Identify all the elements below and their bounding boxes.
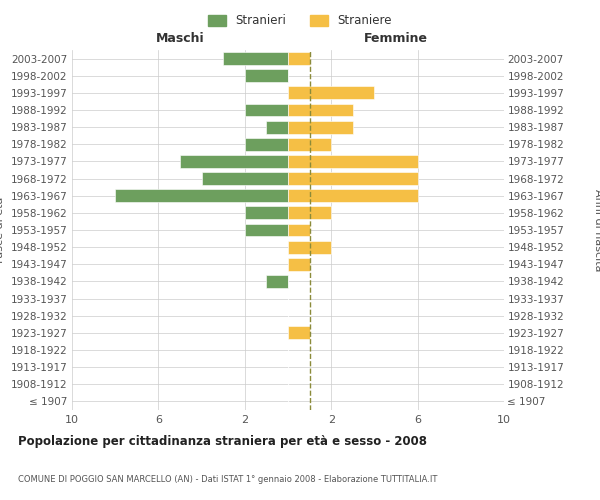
Bar bbox=[288, 138, 331, 150]
Text: Maschi: Maschi bbox=[155, 32, 205, 45]
Bar bbox=[223, 52, 288, 65]
Bar bbox=[288, 104, 353, 117]
Bar bbox=[202, 172, 288, 185]
Bar bbox=[245, 206, 288, 220]
Bar bbox=[266, 120, 288, 134]
Bar bbox=[288, 120, 353, 134]
Bar bbox=[245, 70, 288, 82]
Bar bbox=[288, 258, 310, 270]
Legend: Stranieri, Straniere: Stranieri, Straniere bbox=[205, 11, 395, 31]
Bar bbox=[288, 86, 374, 100]
Y-axis label: Fasce di età: Fasce di età bbox=[0, 197, 5, 263]
Bar bbox=[245, 224, 288, 236]
Bar bbox=[288, 190, 418, 202]
Bar bbox=[180, 155, 288, 168]
Bar bbox=[288, 172, 418, 185]
Bar bbox=[288, 240, 331, 254]
Bar bbox=[288, 52, 310, 65]
Bar bbox=[245, 138, 288, 150]
Text: COMUNE DI POGGIO SAN MARCELLO (AN) - Dati ISTAT 1° gennaio 2008 - Elaborazione T: COMUNE DI POGGIO SAN MARCELLO (AN) - Dat… bbox=[18, 475, 437, 484]
Bar bbox=[115, 190, 288, 202]
Bar bbox=[245, 104, 288, 117]
Bar bbox=[288, 206, 331, 220]
Text: Femmine: Femmine bbox=[364, 32, 428, 45]
Text: Popolazione per cittadinanza straniera per età e sesso - 2008: Popolazione per cittadinanza straniera p… bbox=[18, 435, 427, 448]
Y-axis label: Anni di nascita: Anni di nascita bbox=[593, 188, 600, 271]
Bar bbox=[266, 275, 288, 288]
Bar bbox=[288, 224, 310, 236]
Bar bbox=[288, 326, 310, 340]
Bar bbox=[288, 155, 418, 168]
